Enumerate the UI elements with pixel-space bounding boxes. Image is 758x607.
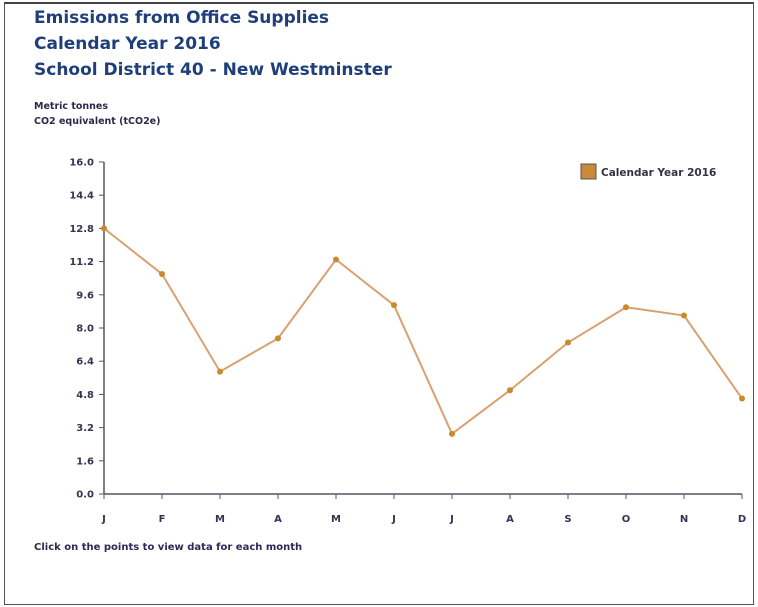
y-axis-label-line-1: Metric tonnes	[34, 101, 109, 112]
y-axis-label-line-2: CO2 equivalent (tCO2e)	[34, 116, 161, 127]
data-point[interactable]	[101, 225, 107, 232]
data-point[interactable]	[333, 256, 339, 263]
y-tick-label: 16.0	[69, 158, 94, 169]
data-point[interactable]	[739, 395, 745, 402]
data-point[interactable]	[217, 368, 223, 375]
x-tick-label: N	[680, 514, 688, 525]
instruction-note: Click on the points to view data for eac…	[34, 542, 303, 553]
x-tick-label: M	[215, 514, 225, 525]
data-point[interactable]	[449, 430, 455, 437]
data-point[interactable]	[681, 312, 687, 319]
y-tick-label: 4.8	[76, 390, 94, 401]
data-point[interactable]	[275, 335, 281, 342]
data-point[interactable]	[623, 304, 629, 311]
y-tick-label: 1.6	[76, 456, 94, 467]
chart-title-line-2: Calendar Year 2016	[34, 34, 221, 54]
data-point[interactable]	[391, 302, 397, 309]
x-tick-label: S	[564, 514, 571, 525]
x-tick-label: F	[159, 514, 166, 525]
y-tick-label: 14.4	[69, 191, 94, 202]
legend: Calendar Year 2016	[580, 163, 716, 180]
series-layer	[101, 225, 745, 437]
legend-swatch	[580, 163, 597, 180]
y-tick-label: 8.0	[76, 324, 94, 335]
chart-frame	[4, 2, 754, 605]
y-tick-label: 6.4	[76, 357, 94, 368]
x-tick-label: J	[391, 514, 396, 525]
y-axis-ticks: 0.0 1.6 3.2 4.8 6.4 8.0 9.6 11.2 12.8 14.4 16.0	[69, 158, 104, 501]
y-tick-label: 12.8	[69, 224, 94, 235]
x-tick-label: A	[506, 514, 514, 525]
chart-title-line-1: Emissions from Office Supplies	[34, 8, 330, 28]
x-tick-label: O	[622, 514, 631, 525]
series-line	[103, 227, 743, 436]
legend-label: Calendar Year 2016	[601, 167, 716, 179]
x-tick-label: J	[101, 514, 106, 525]
data-point[interactable]	[159, 271, 165, 278]
y-tick-label: 0.0	[76, 490, 94, 501]
x-tick-label: D	[738, 514, 746, 525]
x-tick-label: A	[274, 514, 282, 525]
data-point[interactable]	[565, 339, 571, 346]
data-point[interactable]	[507, 387, 513, 394]
chart-title-line-3: School District 40 - New Westminster	[34, 60, 392, 80]
y-tick-label: 9.6	[76, 290, 94, 301]
y-tick-label: 11.2	[69, 257, 94, 268]
x-tick-label: M	[331, 514, 341, 525]
axes	[103, 162, 742, 495]
y-tick-label: 3.2	[76, 423, 94, 434]
x-tick-label: J	[449, 514, 454, 525]
